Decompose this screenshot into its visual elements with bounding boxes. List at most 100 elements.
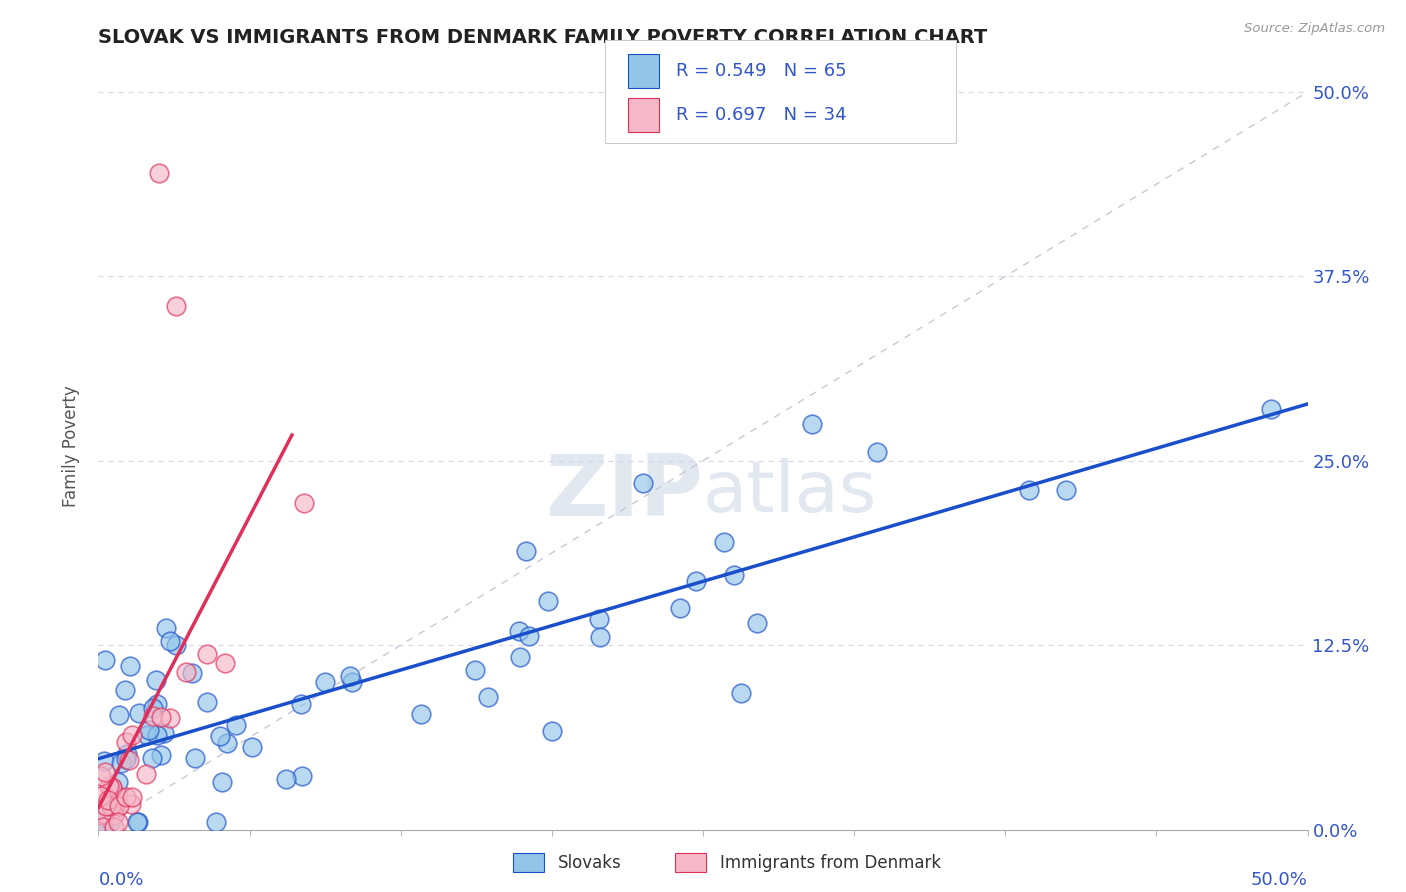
Text: Slovaks: Slovaks bbox=[558, 854, 621, 871]
Text: Source: ZipAtlas.com: Source: ZipAtlas.com bbox=[1244, 22, 1385, 36]
Point bbox=[685, 574, 707, 588]
Point bbox=[120, 658, 142, 673]
Point bbox=[146, 728, 169, 742]
Point bbox=[93, 806, 115, 821]
Point bbox=[159, 711, 181, 725]
Point bbox=[195, 647, 218, 661]
Point bbox=[94, 815, 117, 830]
Point bbox=[509, 650, 531, 665]
Text: 50.0%: 50.0% bbox=[1251, 871, 1308, 888]
Point bbox=[183, 751, 205, 765]
Point bbox=[195, 695, 218, 709]
Point bbox=[150, 747, 173, 762]
Point bbox=[159, 633, 181, 648]
Point bbox=[800, 417, 823, 431]
Point bbox=[211, 775, 233, 789]
Point bbox=[730, 685, 752, 699]
Point bbox=[93, 820, 115, 834]
Point bbox=[588, 612, 610, 626]
Point bbox=[103, 807, 125, 822]
Point bbox=[631, 475, 654, 490]
Y-axis label: Family Poverty: Family Poverty bbox=[62, 385, 80, 507]
Point bbox=[723, 568, 745, 582]
Point bbox=[114, 735, 136, 749]
Point bbox=[339, 669, 361, 683]
Point bbox=[127, 815, 149, 830]
Text: R = 0.549   N = 65: R = 0.549 N = 65 bbox=[676, 62, 846, 79]
Point bbox=[115, 747, 138, 762]
Point bbox=[103, 820, 125, 834]
Point bbox=[90, 769, 112, 783]
Point bbox=[508, 624, 530, 639]
Point bbox=[291, 769, 314, 783]
Point bbox=[128, 706, 150, 720]
Point bbox=[866, 445, 889, 459]
Point bbox=[141, 750, 163, 764]
Point bbox=[93, 754, 115, 768]
Point bbox=[125, 815, 148, 830]
Point bbox=[215, 736, 238, 750]
Point bbox=[515, 543, 537, 558]
Point bbox=[90, 807, 112, 822]
Point bbox=[107, 708, 129, 723]
Point bbox=[174, 665, 197, 680]
Point bbox=[94, 652, 117, 666]
Point bbox=[1054, 483, 1077, 498]
Point bbox=[114, 682, 136, 697]
Point bbox=[107, 815, 129, 830]
Text: R = 0.697   N = 34: R = 0.697 N = 34 bbox=[676, 106, 846, 124]
Point bbox=[114, 752, 136, 766]
Point bbox=[290, 697, 312, 711]
Point bbox=[100, 780, 122, 794]
Point bbox=[142, 701, 165, 715]
Point bbox=[314, 674, 336, 689]
Point bbox=[205, 815, 228, 830]
Point bbox=[115, 790, 138, 805]
Point bbox=[1018, 483, 1040, 498]
Point bbox=[103, 807, 125, 822]
Point bbox=[292, 496, 315, 510]
Point bbox=[110, 756, 132, 771]
Point bbox=[121, 789, 143, 804]
Point bbox=[118, 753, 141, 767]
Point bbox=[165, 299, 187, 313]
Point bbox=[149, 710, 172, 724]
Point bbox=[94, 764, 117, 779]
Point bbox=[101, 781, 124, 796]
Point bbox=[100, 799, 122, 814]
Point bbox=[107, 798, 129, 813]
Point bbox=[146, 697, 169, 711]
Point bbox=[541, 724, 564, 739]
Point bbox=[155, 621, 177, 635]
Point bbox=[477, 690, 499, 704]
Point bbox=[97, 779, 120, 793]
Point bbox=[181, 665, 204, 680]
Point bbox=[121, 728, 143, 742]
Point bbox=[165, 638, 187, 652]
Point bbox=[537, 594, 560, 608]
Point bbox=[107, 789, 129, 804]
Point bbox=[225, 718, 247, 732]
Point bbox=[148, 166, 170, 180]
Text: Immigrants from Denmark: Immigrants from Denmark bbox=[720, 854, 941, 871]
Point bbox=[464, 663, 486, 677]
Point bbox=[96, 799, 118, 814]
Point bbox=[411, 707, 433, 722]
Point bbox=[276, 772, 298, 786]
Point bbox=[107, 775, 129, 789]
Text: SLOVAK VS IMMIGRANTS FROM DENMARK FAMILY POVERTY CORRELATION CHART: SLOVAK VS IMMIGRANTS FROM DENMARK FAMILY… bbox=[98, 28, 987, 47]
Text: ZIP: ZIP bbox=[546, 450, 703, 533]
Point bbox=[90, 789, 112, 803]
Text: atlas: atlas bbox=[703, 458, 877, 526]
Point bbox=[138, 723, 160, 738]
Point bbox=[340, 674, 363, 689]
Point bbox=[136, 728, 159, 742]
Point bbox=[142, 708, 165, 723]
Text: 0.0%: 0.0% bbox=[98, 871, 143, 888]
Point bbox=[209, 729, 232, 743]
Point bbox=[97, 792, 120, 806]
Point bbox=[1260, 402, 1282, 417]
Point bbox=[745, 615, 768, 630]
Point bbox=[713, 534, 735, 549]
Point bbox=[242, 739, 264, 754]
